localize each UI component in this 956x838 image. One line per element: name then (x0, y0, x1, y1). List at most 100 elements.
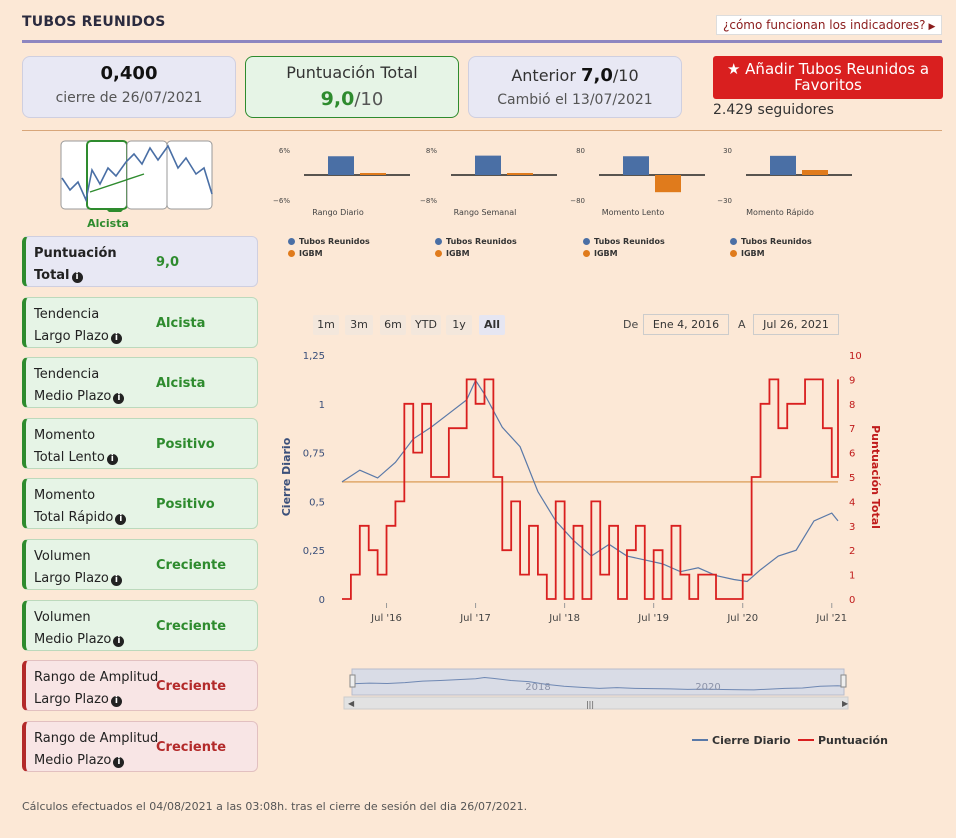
mini-bar (360, 173, 386, 175)
range-button-1y[interactable]: 1y (446, 315, 472, 335)
info-icon[interactable]: i (110, 696, 122, 708)
range-button-1m[interactable]: 1m (313, 315, 339, 335)
previous-card: Anterior 7,0/10 Cambió el 13/07/2021 (468, 56, 682, 118)
indicator-card: Tendencia Medio Plazo i Alcista (22, 357, 258, 409)
mini-chart-title: Momento Lento (601, 208, 665, 217)
indicator-name: Volumen Medio Plazo i (34, 607, 125, 651)
add-favorite-label: Añadir Tubos Reunidos a Favoritos (745, 60, 930, 94)
y-axis-title: Cierre Diario (280, 437, 293, 516)
indicator-name-line2: Medio Plazo (34, 631, 112, 647)
scroll-right-icon[interactable]: ▶ (842, 699, 849, 708)
indicator-name-line1: Volumen (34, 549, 91, 564)
mini-legend-item: IGBM (730, 249, 765, 258)
x-tick-label: Jul '17 (459, 613, 491, 624)
y2-tick-label: 4 (849, 497, 855, 508)
legend-label: Tubos Reunidos (741, 237, 812, 246)
score-display: 9,0/10 (246, 88, 458, 110)
indicator-card: Volumen Largo Plazo i Creciente (22, 539, 258, 590)
mini-bar (655, 175, 681, 193)
mini-legend-item: IGBM (435, 249, 470, 258)
indicator-name-line1: Momento (34, 488, 96, 504)
mini-bar (507, 173, 533, 175)
indicator-name: Momento Total Rápido i (34, 485, 127, 529)
range-button-3m[interactable]: 3m (345, 315, 373, 335)
help-link[interactable]: ¿cómo funcionan los indicadores? ▶ (716, 15, 942, 35)
info-icon[interactable]: i (110, 332, 122, 344)
mini-tick-top: 8% (426, 147, 437, 155)
info-icon[interactable]: i (115, 514, 127, 526)
indicator-value: Creciente (156, 739, 227, 755)
info-icon[interactable]: i (110, 575, 122, 586)
date-to-input[interactable]: Jul 26, 2021 (753, 314, 839, 335)
y2-tick-label: 5 (849, 473, 855, 484)
y-tick-label: 1 (319, 400, 325, 411)
info-icon[interactable]: i (113, 756, 125, 768)
range-button-all[interactable]: All (479, 315, 505, 335)
navigator-handle-left[interactable] (349, 674, 356, 688)
y2-tick-label: 9 (849, 375, 855, 386)
score-suffix: /10 (354, 89, 384, 110)
y2-axis-title: Puntuación Total (869, 425, 882, 529)
indicator-card: Puntuación Total i 9,0 (22, 236, 258, 287)
add-favorite-button[interactable]: ★ Añadir Tubos Reunidos a Favoritos (713, 56, 943, 99)
navigator-handle-right[interactable] (840, 674, 847, 688)
mini-legend-item: IGBM (288, 249, 323, 258)
mini-legend-item: Tubos Reunidos (583, 237, 665, 246)
score-value: 9,0 (320, 88, 355, 110)
scroll-left-icon[interactable]: ◀ (348, 699, 355, 708)
trend-panel-3 (126, 140, 168, 210)
legend-close-label[interactable]: Cierre Diario (712, 734, 791, 747)
y2-tick-label: 10 (849, 351, 862, 362)
star-icon: ★ (726, 60, 741, 78)
legend-dot (435, 238, 442, 245)
y-tick-label: 0 (319, 595, 325, 606)
range-button-ytd[interactable]: YTD (411, 315, 441, 335)
close-card: 0,400 cierre de 26/07/2021 (22, 56, 236, 118)
indicator-card: Momento Total Rápido i Positivo (22, 478, 258, 530)
indicator-value: Creciente (156, 558, 227, 573)
navigator-scrollbar[interactable] (343, 696, 849, 710)
info-icon[interactable]: i (113, 635, 125, 647)
indicator-value: Creciente (156, 679, 227, 695)
score-label: Puntuación Total (286, 63, 418, 82)
indicator-name-line2: Medio Plazo (34, 389, 112, 405)
indicator-card: Rango de Amplitud Medio Plazo i Creciente (22, 720, 258, 772)
x-tick-label: Jul '20 (726, 613, 758, 624)
title-divider (22, 40, 942, 43)
range-button-6m[interactable]: 6m (380, 315, 406, 335)
date-from-label: De (623, 318, 639, 331)
footer-note: Cálculos efectuados el 04/08/2021 a las … (22, 800, 528, 813)
mini-chart-plot: 6% −6% (273, 147, 410, 205)
indicator-name: Tendencia Medio Plazo i (34, 364, 125, 408)
info-icon[interactable]: i (106, 453, 118, 465)
navigator-label: 2018 (525, 682, 550, 693)
mini-legend-item: Tubos Reunidos (435, 237, 517, 246)
info-icon[interactable]: i (71, 272, 83, 283)
info-icon[interactable]: i (113, 393, 125, 405)
help-link-label: ¿cómo funcionan los indicadores? (723, 18, 926, 32)
mini-bar (328, 156, 354, 175)
section-divider (22, 130, 942, 131)
mini-chart-title: Momento Rápido (746, 208, 814, 217)
indicator-name-line2: Total Rápido (34, 510, 114, 526)
indicator-name-line2: Total Lento (34, 449, 105, 465)
y2-tick-label: 6 (849, 449, 855, 460)
indicator-value: 9,0 (156, 255, 180, 270)
mini-tick-bottom: −80 (570, 197, 585, 205)
mini-tick-bottom: −30 (717, 197, 732, 205)
legend-dot (730, 250, 737, 257)
y2-tick-label: 3 (849, 522, 855, 533)
mini-bar (475, 155, 501, 175)
mini-tick-bottom: −6% (273, 197, 290, 205)
previous-label: Anterior (511, 66, 582, 85)
navigator-window[interactable] (351, 668, 845, 696)
score-line (342, 378, 839, 600)
navigator-series (351, 677, 845, 691)
mini-bar (802, 170, 828, 175)
legend-score-label[interactable]: Puntuación (818, 734, 888, 747)
y2-tick-label: 1 (849, 571, 855, 582)
date-from-input[interactable]: Ene 4, 2016 (643, 314, 729, 335)
indicator-name: Tendencia Largo Plazo i (34, 304, 122, 348)
indicator-name-line2: Medio Plazo (34, 752, 112, 768)
previous-score: Anterior 7,0/10 (469, 65, 681, 86)
